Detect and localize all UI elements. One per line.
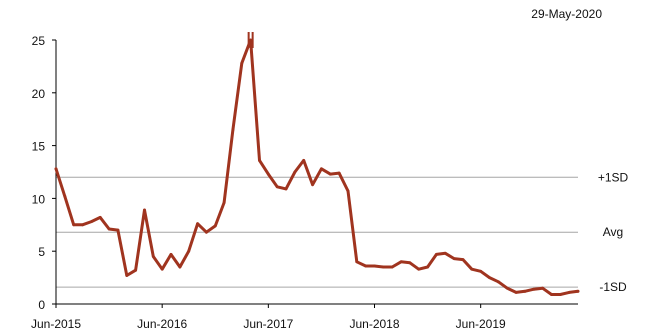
data-point <box>479 269 483 273</box>
data-point <box>98 216 102 219</box>
data-point <box>550 293 553 296</box>
data-point <box>373 264 376 268</box>
y-tick-label: 15 <box>32 140 46 154</box>
data-point <box>567 290 571 294</box>
data-point <box>205 230 208 234</box>
data-point <box>249 38 253 42</box>
data-point <box>275 185 279 189</box>
data-point <box>178 265 182 269</box>
data-point <box>381 265 385 269</box>
data-point <box>417 267 421 271</box>
data-point <box>231 128 235 132</box>
data-point <box>284 187 288 191</box>
data-point <box>169 252 173 256</box>
y-tick-label: 25 <box>32 34 46 48</box>
data-point <box>240 61 244 65</box>
data-point <box>116 228 120 232</box>
x-tick-label: Jun-2019 <box>456 317 506 331</box>
data-point <box>461 258 465 262</box>
data-point <box>63 194 67 198</box>
data-point <box>355 260 359 264</box>
data-point <box>293 170 297 174</box>
data-point <box>488 276 491 279</box>
data-point <box>426 265 429 269</box>
data-point <box>541 286 545 290</box>
data-point <box>505 286 509 290</box>
data-point <box>470 267 474 271</box>
y-tick-label: 5 <box>38 245 45 259</box>
x-tick-label: Jun-2015 <box>31 317 81 331</box>
data-point <box>346 189 350 193</box>
data-point <box>558 293 562 296</box>
data-point <box>266 172 270 176</box>
data-point <box>364 264 368 268</box>
data-point <box>435 252 438 256</box>
y-tick-label: 20 <box>32 87 46 101</box>
data-point <box>89 220 93 224</box>
x-tick-label: Jun-2018 <box>349 317 399 331</box>
data-point <box>302 158 306 162</box>
data-point <box>160 267 164 271</box>
reference-label: Avg <box>603 225 623 239</box>
reference-label: -1SD <box>599 280 627 294</box>
data-point <box>496 280 500 284</box>
y-tick-label: 0 <box>38 298 45 312</box>
data-point <box>125 274 129 277</box>
data-point <box>399 260 403 264</box>
data-point <box>213 224 217 228</box>
x-tick-label: Jun-2017 <box>243 317 293 331</box>
data-point <box>54 167 58 171</box>
data-point <box>311 183 314 187</box>
data-point <box>107 227 111 231</box>
data-point <box>143 208 146 212</box>
data-point <box>151 255 155 258</box>
x-tick-label: Jun-2016 <box>137 317 187 331</box>
series-group <box>54 32 580 296</box>
data-point <box>390 265 394 269</box>
data-point <box>222 201 226 205</box>
data-point <box>443 251 447 255</box>
data-point <box>328 172 332 176</box>
data-point <box>187 249 191 253</box>
date-label: 29-May-2020 <box>531 7 602 21</box>
data-point <box>134 268 138 272</box>
data-point <box>72 223 76 227</box>
axes: 0 5 10 15 20 25 Jun-2015 Jun-2016 Jun-2017 Jun-20… <box>31 34 578 331</box>
data-point <box>452 257 456 260</box>
data-point <box>532 287 536 291</box>
data-point <box>576 289 580 293</box>
series-line <box>54 38 580 296</box>
y-tick-label: 10 <box>32 192 46 206</box>
data-point <box>337 171 341 175</box>
data-point <box>523 289 527 293</box>
data-point <box>196 222 199 226</box>
data-point <box>514 290 518 294</box>
data-point <box>81 223 84 227</box>
data-point <box>258 158 261 162</box>
data-point <box>408 261 412 265</box>
reference-label: +1SD <box>598 170 629 184</box>
data-point <box>320 167 323 171</box>
